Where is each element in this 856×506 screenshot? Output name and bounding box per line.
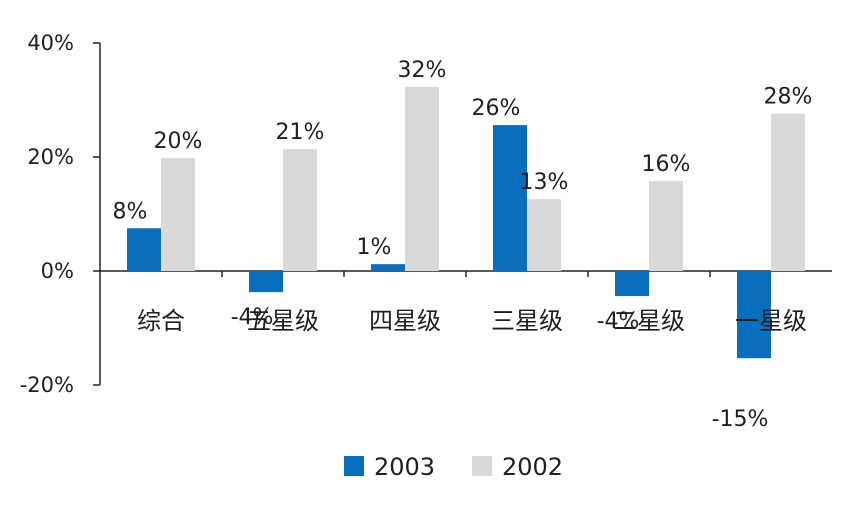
bar-2003-0 xyxy=(127,228,161,271)
data-label-2003-5: -15% xyxy=(712,407,769,432)
legend-swatch-2002 xyxy=(472,456,492,476)
data-label-2002-0: 20% xyxy=(154,129,203,154)
bar-2003-3 xyxy=(493,125,527,271)
data-label-2003-2: 1% xyxy=(357,235,392,260)
legend-label-2002: 2002 xyxy=(502,453,563,481)
bar-2003-4 xyxy=(615,271,649,297)
category-label: 三星级 xyxy=(491,307,563,335)
category-label: 二星级 xyxy=(613,307,685,335)
data-label-2003-1: -4% xyxy=(231,305,274,330)
bar-2002-5 xyxy=(771,113,805,272)
category-label: 五星级 xyxy=(247,307,319,335)
bars xyxy=(127,86,805,359)
legend-label-2003: 2003 xyxy=(374,453,435,481)
bar-2002-3 xyxy=(527,199,561,271)
legend: 2003 2002 xyxy=(344,453,563,481)
data-labels: 8% 20% -4% 21% 1% 32% 26% 13% -4% 16% -15% 28% xyxy=(113,58,813,432)
y-tick-label: 40% xyxy=(27,31,74,55)
bar-2002-1 xyxy=(283,149,317,271)
y-tick-label: 0% xyxy=(41,259,74,283)
category-label: 一星级 xyxy=(735,307,807,335)
data-label-2003-0: 8% xyxy=(113,199,148,224)
data-label-2002-1: 21% xyxy=(276,120,325,145)
data-label-2003-3: 26% xyxy=(472,96,521,121)
y-tick-label: 20% xyxy=(27,145,74,169)
bar-2003-5 xyxy=(737,271,771,359)
category-labels: 综合 五星级 四星级 三星级 二星级 一星级 xyxy=(137,307,807,335)
data-label-2002-5: 28% xyxy=(764,85,813,110)
data-label-2002-4: 16% xyxy=(642,152,691,177)
axes: -20% 0% 20% 40% xyxy=(20,31,832,397)
data-label-2002-2: 32% xyxy=(398,58,447,83)
bar-2002-2 xyxy=(405,86,439,271)
category-label: 综合 xyxy=(137,307,185,335)
category-label: 四星级 xyxy=(369,307,441,335)
bar-2003-1 xyxy=(249,271,283,293)
bar-2002-0 xyxy=(161,158,195,271)
bar-2002-4 xyxy=(649,180,683,271)
bar-2003-2 xyxy=(371,264,405,271)
data-label-2002-3: 13% xyxy=(520,170,569,195)
data-label-2003-4: -4% xyxy=(597,309,640,334)
y-tick-label: -20% xyxy=(20,373,74,397)
legend-swatch-2003 xyxy=(344,456,364,476)
